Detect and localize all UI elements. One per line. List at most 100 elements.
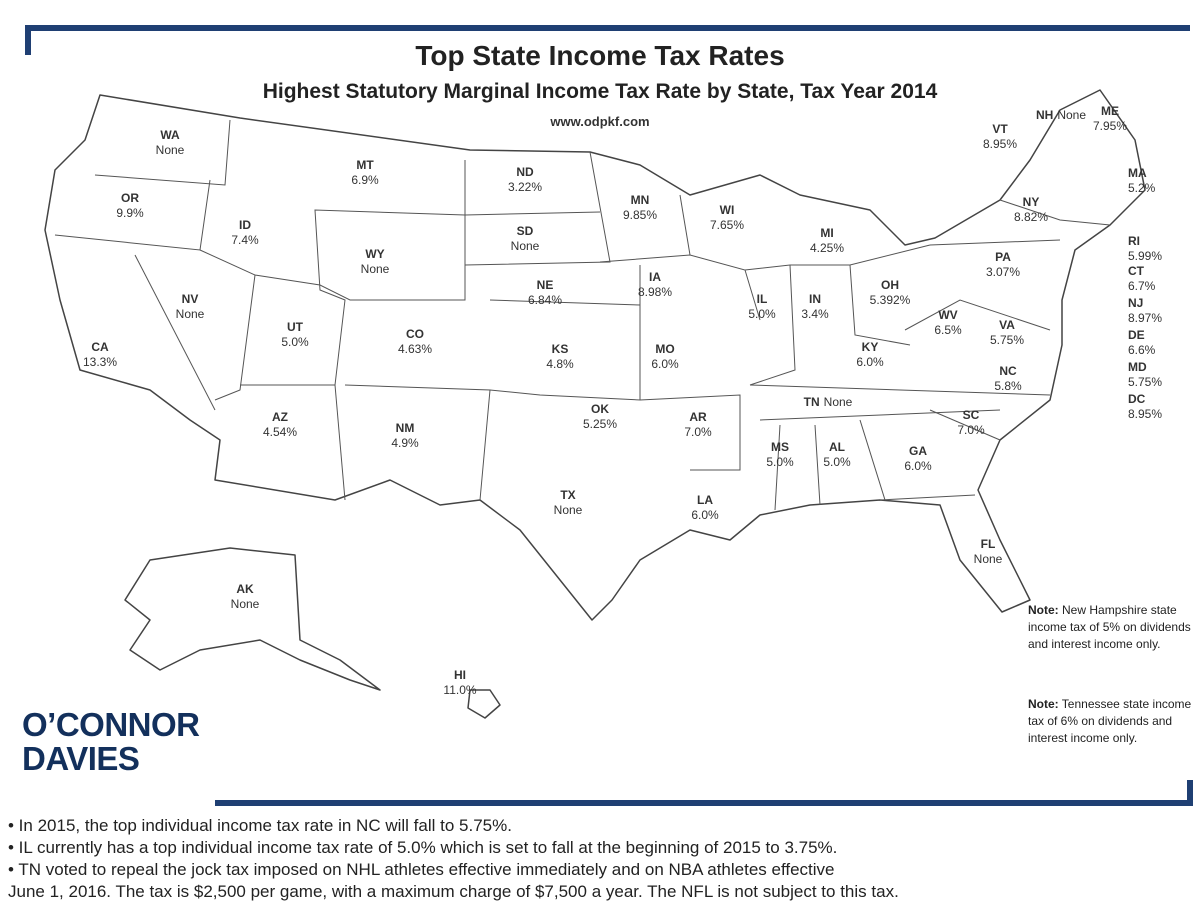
state-label: TX None (554, 488, 583, 518)
state-abbr: TN (803, 395, 820, 409)
state-label: NV None (176, 292, 205, 322)
state-rate: 5.25% (582, 417, 618, 431)
state-label: DC 8.95% (1128, 392, 1162, 422)
state-label: CT 6.7% (1128, 264, 1155, 294)
state-label: NJ 8.97% (1128, 296, 1162, 326)
footnotes: • In 2015, the top individual income tax… (8, 815, 899, 903)
state-label: ID 7.4% (231, 218, 258, 248)
state-rate: 3.07% (985, 265, 1021, 279)
state-abbr: AL (828, 440, 845, 454)
subtitle: Highest Statutory Marginal Income Tax Ra… (262, 80, 938, 103)
state-rate: 5.0% (281, 335, 309, 349)
title: Top State Income Tax Rates (415, 40, 785, 71)
state-label: PA 3.07% (986, 250, 1020, 280)
state-label: CO 4.63% (398, 327, 432, 357)
state-abbr: AK (236, 582, 254, 596)
state-label: WY None (361, 247, 390, 277)
state-label: IN 3.4% (801, 292, 828, 322)
state-abbr: SD (516, 224, 534, 238)
state-abbr: MO (655, 342, 675, 356)
state-abbr: IA (649, 270, 661, 284)
state-label: WV 6.5% (934, 308, 961, 338)
state-abbr: SC (962, 408, 980, 422)
state-borders (54, 119, 1111, 511)
state-abbr: HI (453, 668, 466, 682)
state-label: VT 8.95% (983, 122, 1017, 152)
state-abbr: ID (238, 218, 251, 232)
note-text: Tennessee state income tax of 6% on divi… (1028, 697, 1192, 745)
state-rate: 6.9% (351, 173, 379, 187)
state-rate: None (360, 262, 390, 276)
state-abbr: WY (365, 247, 385, 261)
state-abbr: CT (1128, 264, 1144, 278)
state-label: AR 7.0% (684, 410, 711, 440)
state-label: MI 4.25% (810, 226, 844, 256)
state-abbr: NE (536, 278, 554, 292)
state-rate: 4.54% (262, 425, 298, 439)
state-abbr: MA (1128, 166, 1147, 180)
state-abbr: AR (689, 410, 707, 424)
state-rate: 5.2% (1128, 181, 1156, 195)
state-rate: 9.85% (622, 208, 658, 222)
state-rate: None (155, 143, 185, 157)
note: Note: Tennessee state income tax of 6% o… (1028, 696, 1198, 747)
state-label: KY 6.0% (856, 340, 883, 370)
state-abbr: NY (1022, 195, 1040, 209)
state-rate: 4.9% (391, 436, 419, 450)
state-abbr: NC (999, 364, 1017, 378)
logo: O’CONNOR DAVIES (22, 708, 200, 776)
state-abbr: ND (516, 165, 534, 179)
state-rate: 4.8% (546, 357, 574, 371)
state-abbr: PA (995, 250, 1011, 264)
state-label: GA 6.0% (904, 444, 931, 474)
state-rate: 4.25% (809, 241, 845, 255)
state-abbr: IL (756, 292, 768, 306)
state-rate: None (510, 239, 540, 253)
state-rate: 8.98% (637, 285, 673, 299)
state-label: DE 6.6% (1128, 328, 1155, 358)
state-abbr: CO (406, 327, 424, 341)
state-rate: 6.0% (856, 355, 884, 369)
state-label: RI 5.99% (1128, 234, 1162, 264)
footnote: June 1, 2016. The tax is $2,500 per game… (8, 882, 899, 901)
state-label: LA 6.0% (691, 493, 718, 523)
state-abbr: KS (551, 342, 569, 356)
state-label: MA 5.2% (1128, 166, 1155, 196)
state-abbr: MD (1128, 360, 1147, 374)
state-label: AK None (231, 582, 260, 612)
bottom-frame (215, 780, 1193, 806)
state-rate: 5.75% (989, 333, 1025, 347)
state-label: SC 7.0% (957, 408, 984, 438)
state-rate: 7.0% (957, 423, 985, 437)
state-label: TN None (804, 395, 857, 410)
state-rate: 6.0% (651, 357, 679, 371)
state-label: NY 8.82% (1014, 195, 1048, 225)
state-abbr: OR (120, 191, 139, 205)
note-label: Note: (1028, 697, 1059, 711)
state-abbr: UT (286, 320, 303, 334)
state-rate: None (973, 552, 1003, 566)
url: www.odpkf.com (550, 114, 650, 129)
state-abbr: DE (1128, 328, 1145, 342)
note-text: New Hampshire state income tax of 5% on … (1028, 603, 1191, 651)
state-label: AZ 4.54% (263, 410, 297, 440)
state-rate: 6.84% (527, 293, 563, 307)
state-label: MN 9.85% (623, 193, 657, 223)
state-rate: 5.0% (823, 455, 851, 469)
state-abbr: DC (1128, 392, 1146, 406)
state-abbr: MI (820, 226, 834, 240)
alaska-outline (124, 547, 381, 691)
top-frame (25, 25, 1190, 55)
state-label: NM 4.9% (391, 421, 418, 451)
state-label: CA 13.3% (83, 340, 117, 370)
state-label: HI 11.0% (443, 668, 476, 698)
state-rate: None (823, 395, 853, 409)
state-rate: 11.0% (443, 683, 477, 697)
us-outline (44, 89, 1146, 621)
state-label: NH None (1036, 108, 1090, 123)
state-abbr: KY (861, 340, 879, 354)
state-abbr: WI (719, 203, 735, 217)
state-abbr: TX (560, 488, 576, 502)
state-label: SD None (511, 224, 540, 254)
state-rate: 8.95% (982, 137, 1018, 151)
